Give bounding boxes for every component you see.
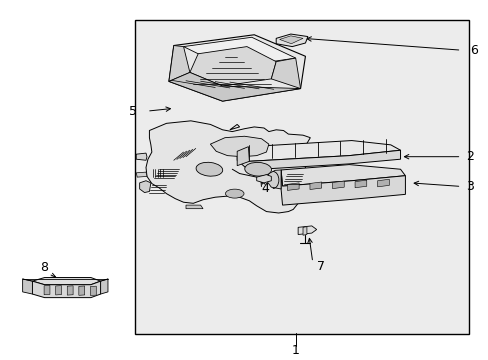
Text: 7: 7 — [316, 260, 324, 273]
Polygon shape — [79, 286, 84, 295]
Ellipse shape — [244, 162, 271, 176]
Polygon shape — [168, 45, 189, 81]
Polygon shape — [309, 182, 321, 189]
Polygon shape — [298, 226, 316, 234]
Polygon shape — [67, 286, 73, 295]
Polygon shape — [32, 281, 101, 298]
Polygon shape — [90, 286, 96, 296]
Polygon shape — [377, 179, 388, 187]
Polygon shape — [210, 136, 268, 157]
Text: 5: 5 — [129, 105, 137, 118]
Polygon shape — [332, 181, 344, 189]
Text: 3: 3 — [466, 180, 473, 193]
Text: 8: 8 — [41, 261, 48, 274]
Polygon shape — [22, 279, 32, 294]
Polygon shape — [183, 37, 295, 68]
Polygon shape — [281, 170, 405, 205]
Polygon shape — [101, 279, 108, 294]
Polygon shape — [32, 278, 101, 285]
Polygon shape — [168, 72, 300, 101]
Polygon shape — [185, 205, 203, 209]
Polygon shape — [189, 46, 276, 86]
Ellipse shape — [225, 189, 244, 198]
Text: 6: 6 — [469, 44, 477, 57]
Text: 2: 2 — [466, 150, 473, 163]
Polygon shape — [136, 153, 147, 160]
Polygon shape — [279, 36, 303, 44]
Polygon shape — [266, 170, 281, 189]
Polygon shape — [237, 150, 400, 170]
Polygon shape — [146, 121, 310, 213]
Polygon shape — [140, 181, 151, 193]
Bar — [135, 21, 468, 334]
Polygon shape — [136, 172, 147, 177]
Polygon shape — [44, 285, 50, 295]
Polygon shape — [237, 140, 400, 161]
Polygon shape — [256, 175, 271, 183]
Polygon shape — [271, 58, 300, 89]
Polygon shape — [354, 180, 366, 188]
Polygon shape — [287, 183, 299, 190]
Text: 4: 4 — [261, 183, 269, 195]
Text: 1: 1 — [291, 344, 299, 357]
Polygon shape — [237, 147, 249, 166]
Polygon shape — [276, 34, 307, 46]
Ellipse shape — [196, 162, 222, 176]
Polygon shape — [168, 35, 305, 101]
Polygon shape — [56, 285, 61, 295]
Polygon shape — [281, 165, 405, 186]
Polygon shape — [303, 226, 306, 235]
